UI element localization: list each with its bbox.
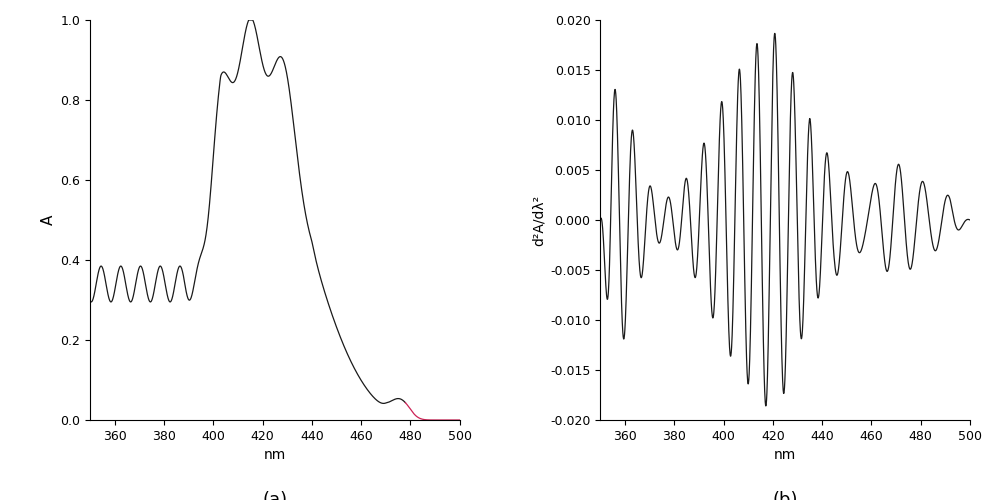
- X-axis label: nm: nm: [774, 448, 796, 462]
- Text: (a): (a): [262, 491, 287, 500]
- Text: (b): (b): [772, 491, 798, 500]
- X-axis label: nm: nm: [264, 448, 286, 462]
- Y-axis label: A: A: [41, 215, 56, 225]
- Y-axis label: d²A/dλ²: d²A/dλ²: [532, 194, 546, 246]
